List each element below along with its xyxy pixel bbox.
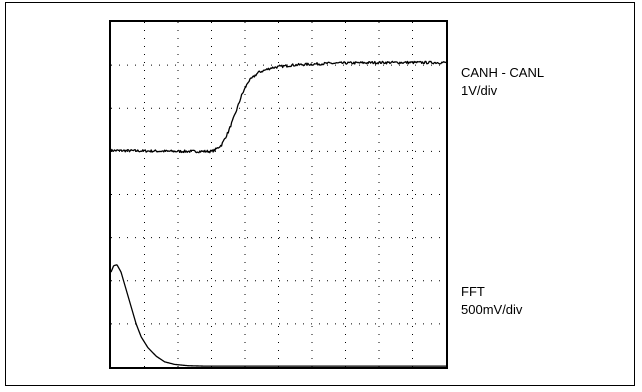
channel-label-canh: CANH - CANL 1V/div xyxy=(461,64,544,100)
traces xyxy=(110,60,447,367)
scale-label-fft: 500mV/div xyxy=(461,302,523,317)
graticule-grid xyxy=(111,22,446,367)
scale-label-canh: 1V/div xyxy=(461,83,498,98)
plot-border xyxy=(109,20,448,369)
series-trace-canh-canl xyxy=(110,60,447,154)
series-name-canh: CANH - CANL xyxy=(461,65,545,80)
channel-label-fft: FFT 500mV/div xyxy=(461,283,522,319)
series-trace-fft xyxy=(110,264,446,367)
series-name-fft: FFT xyxy=(461,284,485,299)
figure-frame xyxy=(5,2,635,386)
